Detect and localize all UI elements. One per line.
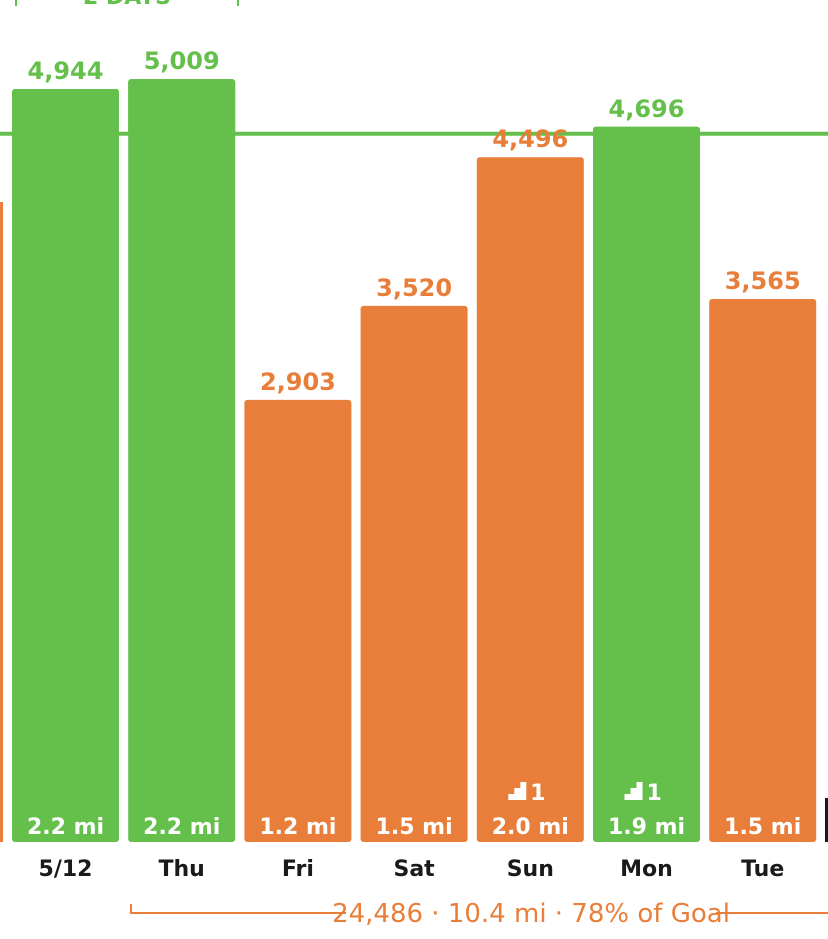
bar-distance-label: 2.2 mi [143, 815, 220, 840]
bar-thu[interactable] [128, 79, 236, 843]
stairs-count: 1 [530, 781, 545, 806]
bar-goal-overlap [12, 88, 119, 138]
weekly-summary: 24,486 · 10.4 mi · 78% of Goal [130, 899, 828, 929]
x-tick-label: Sun [507, 857, 554, 882]
bar-goal-overlap [593, 126, 700, 138]
x-tick-label: 5/12 [39, 857, 93, 882]
bar-value-label: 5,009 [144, 47, 220, 75]
bars [0, 79, 828, 843]
bar-distance-label: 1.9 mi [608, 815, 685, 840]
bar-distance-label: 2.2 mi [27, 815, 104, 840]
bar-value-label: 2,903 [260, 368, 336, 396]
x-tick-label: Thu [159, 857, 205, 882]
goal-line-group [0, 79, 828, 138]
labels: 4,944 2.2 mi 5/12 5,009 2.2 mi Thu 2,903 1.2 mi… [27, 47, 801, 882]
x-tick-label: Tue [741, 857, 784, 882]
bar-fri[interactable] [244, 399, 352, 842]
bar-partial-next [825, 798, 828, 842]
bar-value-label: 4,696 [609, 95, 685, 123]
bar-value-label: 3,565 [725, 267, 801, 295]
bar-value-label: 3,520 [376, 274, 452, 302]
bar-goal-overlap [128, 79, 236, 138]
bar-distance-label: 1.5 mi [376, 815, 453, 840]
bar-5-12[interactable] [12, 88, 119, 842]
summary-bracket-left [130, 904, 346, 914]
stairs-icon [624, 782, 643, 800]
streak-bracket: 2 DAYS [15, 0, 239, 10]
bar-tue[interactable] [709, 299, 817, 842]
bar-value-label: 4,944 [28, 57, 104, 85]
summary-text: 24,486 · 10.4 mi · 78% of Goal [332, 899, 730, 929]
x-tick-label: Mon [620, 857, 673, 882]
bar-distance-label: 1.5 mi [724, 815, 801, 840]
bar-sun[interactable] [476, 157, 584, 842]
bar-distance-label: 1.2 mi [259, 815, 336, 840]
stairs-count: 1 [647, 781, 662, 806]
x-tick-label: Sat [393, 857, 435, 882]
stairs-icon [508, 782, 527, 800]
bar-sat[interactable] [360, 305, 468, 842]
bar-distance-label: 2.0 mi [492, 815, 569, 840]
bar-mon[interactable] [593, 126, 700, 843]
bar-partial-previous [0, 202, 3, 842]
x-tick-label: Fri [282, 857, 314, 882]
bar-value-label: 4,496 [492, 125, 568, 153]
streak-label: 2 DAYS [83, 0, 171, 10]
